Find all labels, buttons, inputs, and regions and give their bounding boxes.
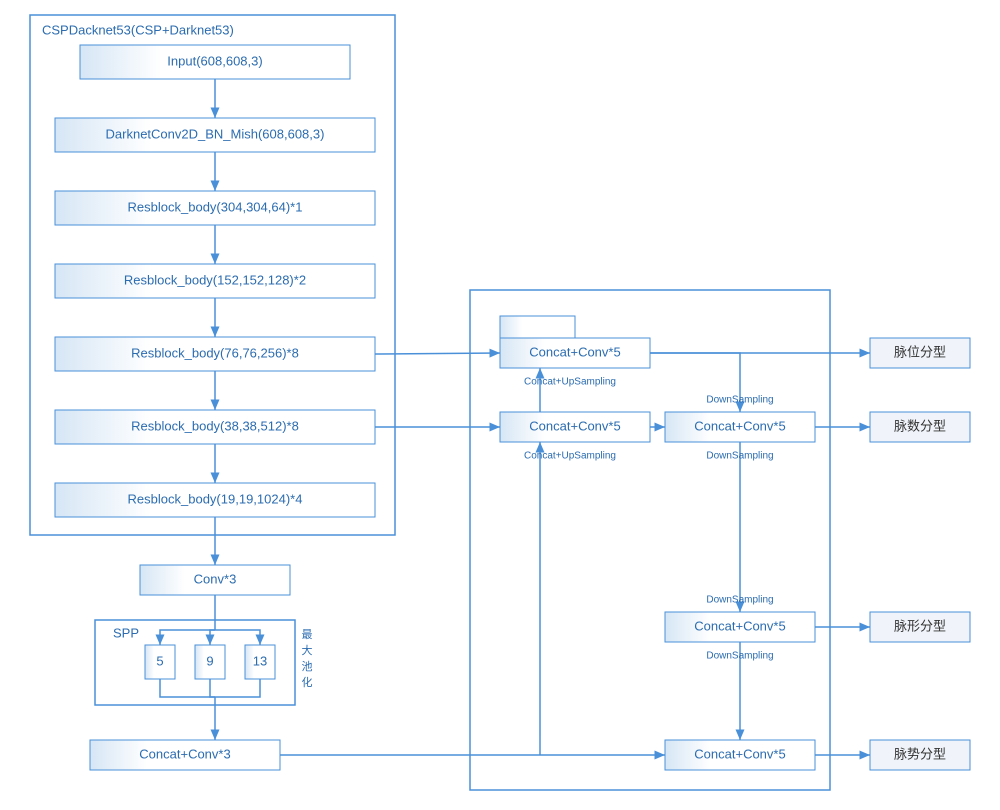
spp-in-1 (210, 630, 215, 645)
cc_a-label: Concat+Conv*5 (529, 344, 620, 359)
label-res2: Resblock_body(152,152,128)*2 (124, 272, 306, 287)
out1-label: 脉位分型 (894, 344, 946, 359)
cc_d-label: Concat+Conv*5 (694, 618, 785, 633)
spp-pool-label-1: 9 (206, 653, 213, 668)
spp-title: SPP (113, 625, 139, 640)
out4-label: 脉势分型 (894, 746, 946, 761)
spp-in-2 (215, 630, 260, 645)
spp-pool-label-0: 5 (156, 653, 163, 668)
label-res5: Resblock_body(19,19,1024)*4 (128, 491, 303, 506)
backbone-title: CSPDacknet53(CSP+Darknet53) (42, 22, 234, 37)
lbl-down-d-bot: DownSampling (706, 651, 773, 662)
out3-label: 脉形分型 (894, 618, 946, 633)
arrow-res3-cca (375, 353, 500, 354)
spp-out-0 (160, 679, 215, 697)
spp-pool-label-2: 13 (253, 653, 267, 668)
spp-maxpool-0: 最 (302, 628, 313, 641)
label-dconv: DarknetConv2D_BN_Mish(608,608,3) (106, 126, 325, 141)
cc3-label: Concat+Conv*3 (139, 746, 230, 761)
spp-in-0 (160, 630, 215, 645)
label-res3: Resblock_body(76,76,256)*8 (131, 345, 299, 360)
out2-label: 脉数分型 (894, 418, 946, 433)
spp-maxpool-1: 大 (302, 643, 313, 657)
cc_c-label: Concat+Conv*5 (694, 418, 785, 433)
cc_e-label: Concat+Conv*5 (694, 746, 785, 761)
lbl-up-b: Concat+UpSampling (524, 451, 616, 462)
lbl-up-a: Concat+UpSampling (524, 377, 616, 388)
conv3-label: Conv*3 (194, 571, 237, 586)
spp-out-1 (210, 679, 215, 697)
lbl-down-c-bot: DownSampling (706, 451, 773, 462)
label-res1: Resblock_body(304,304,64)*1 (128, 199, 303, 214)
spp-maxpool-3: 化 (302, 675, 313, 689)
spp-maxpool-2: 池 (302, 660, 313, 673)
cc_b-label: Concat+Conv*5 (529, 418, 620, 433)
diagram-canvas: CSPDacknet53(CSP+Darknet53) Input(608,608… (0, 0, 1000, 810)
lbl-down-c-top: DownSampling (706, 395, 773, 406)
spp-out-2 (215, 679, 260, 697)
label-res4: Resblock_body(38,38,512)*8 (131, 418, 299, 433)
lbl-down-d-top: DownSampling (706, 595, 773, 606)
upstub (500, 316, 575, 338)
label-input: Input(608,608,3) (167, 53, 262, 68)
